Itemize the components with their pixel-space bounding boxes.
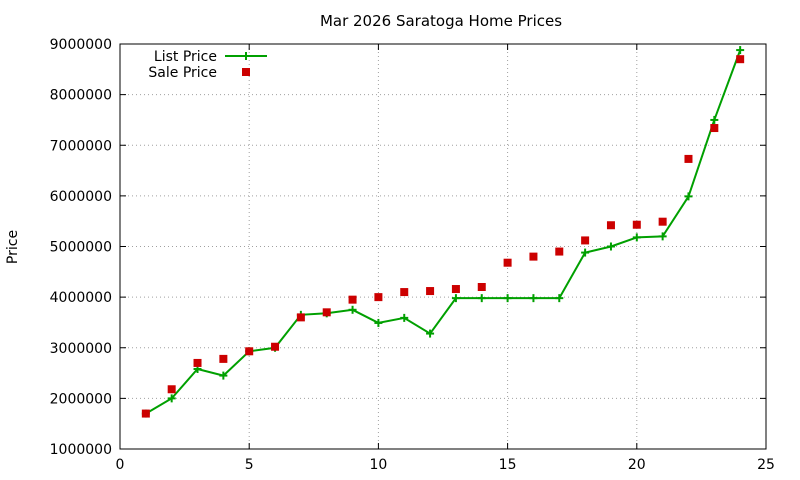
legend-marker-swatch xyxy=(242,68,250,76)
list-price-point xyxy=(348,305,357,314)
list-price-point xyxy=(503,294,512,303)
list-price-point xyxy=(581,248,590,257)
sale-price-point xyxy=(296,313,305,322)
x-tick-label: 0 xyxy=(116,457,125,473)
sale-price-point xyxy=(684,154,693,163)
plot-series xyxy=(141,46,745,418)
y-tick-label: 1000000 xyxy=(50,442,112,458)
list-price-point xyxy=(477,294,486,303)
y-tick-label: 5000000 xyxy=(50,240,112,256)
y-tick-label: 9000000 xyxy=(50,37,112,53)
y-tick-label: 3000000 xyxy=(50,341,112,357)
list-price-point xyxy=(219,371,228,380)
sale-price-point xyxy=(400,288,409,297)
legend-label: Sale Price xyxy=(148,65,217,81)
list-price-point xyxy=(684,192,693,201)
sale-price-point xyxy=(426,287,435,296)
sale-price-point xyxy=(374,293,383,302)
sale-price-point xyxy=(167,385,176,394)
sale-price-point xyxy=(555,247,564,256)
list-price-point xyxy=(658,232,667,241)
sale-price-point xyxy=(271,342,280,351)
sale-price-point xyxy=(193,358,202,367)
x-tick-label: 10 xyxy=(369,457,387,473)
y-axis-label: Price xyxy=(5,230,21,264)
sale-price-point xyxy=(348,295,357,304)
sale-price-point xyxy=(581,236,590,245)
sale-price-point xyxy=(141,409,150,418)
list-price-point xyxy=(426,329,435,338)
y-tick-label: 2000000 xyxy=(50,391,112,407)
list-price-point xyxy=(632,233,641,242)
x-tick-label: 5 xyxy=(245,457,254,473)
list-price-point xyxy=(606,242,615,251)
list-price-line xyxy=(145,49,742,415)
sale-price-point xyxy=(658,217,667,226)
sale-price-point xyxy=(606,221,615,230)
x-tick-label: 20 xyxy=(628,457,646,473)
sale-price-point xyxy=(245,347,254,356)
list-price-point xyxy=(710,115,719,124)
list-price-point xyxy=(167,394,176,403)
legend-marker-swatch xyxy=(242,52,250,60)
list-price-point xyxy=(736,46,745,55)
sale-price-point xyxy=(322,308,331,317)
sale-price-point xyxy=(632,220,641,229)
sale-price-point xyxy=(451,285,460,294)
axis-ticks: 0 5 10 15 20 25 1000000 2000000 3000000 4000000 50… xyxy=(50,37,775,473)
y-tick-label: 7000000 xyxy=(50,138,112,154)
sale-price-point xyxy=(477,283,486,291)
list-price-point xyxy=(555,294,564,303)
y-tick-label: 8000000 xyxy=(50,88,112,104)
sale-price-point xyxy=(710,124,719,133)
sale-price-point xyxy=(219,354,228,363)
y-tick-label: 4000000 xyxy=(50,290,112,306)
x-tick-label: 15 xyxy=(499,457,517,473)
list-price-point xyxy=(374,318,383,327)
sale-price-point xyxy=(736,55,745,64)
y-tick-label: 6000000 xyxy=(50,189,112,205)
list-price-point xyxy=(529,294,538,303)
legend-label: List Price xyxy=(154,49,217,65)
list-price-point xyxy=(400,313,409,322)
chart-title: Mar 2026 Saratoga Home Prices xyxy=(320,12,562,30)
list-price-point xyxy=(451,294,460,303)
sale-price-point xyxy=(529,252,538,261)
x-tick-label: 25 xyxy=(757,457,775,473)
sale-price-point xyxy=(503,258,512,267)
